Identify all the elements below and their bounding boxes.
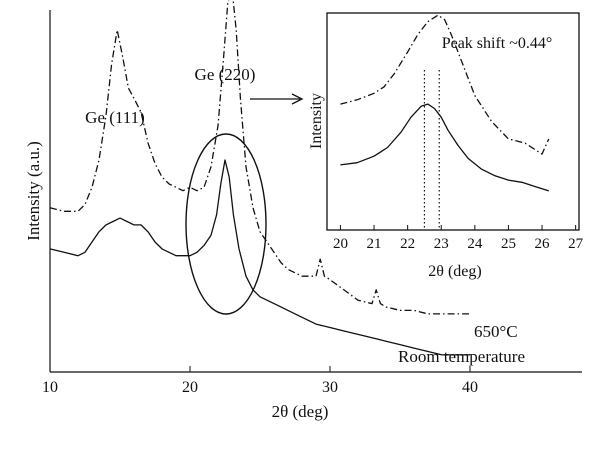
inset-series-line-room-temperature xyxy=(340,103,549,192)
main-y-axis-label: Intensity (a.u.) xyxy=(24,141,43,241)
x-tick-label: 23 xyxy=(434,236,449,252)
main-x-axis-label: 2θ (deg) xyxy=(272,402,329,421)
annotation-ge-220: Ge (220) xyxy=(195,65,256,84)
inset-x-axis-label: 2θ (deg) xyxy=(428,263,481,280)
x-tick-label: 24 xyxy=(467,236,483,252)
callout-arrow xyxy=(250,93,304,105)
legend-label-650C: 650°C xyxy=(474,322,518,341)
x-tick-label: 22 xyxy=(400,236,415,252)
main-x-ticks: 10 20 30 40 xyxy=(42,366,478,396)
series-line-room-temperature xyxy=(49,159,470,356)
x-tick-label: 20 xyxy=(182,379,198,396)
inset-peak-markers xyxy=(423,70,440,230)
inset-title: Peak shift ~0.44° xyxy=(442,35,553,52)
annotation-ge-111: Ge (111) xyxy=(85,108,145,127)
main-plot: 10 20 30 40 2θ (deg) Intensity (a.u.) Ge (1… xyxy=(24,0,582,421)
x-tick-label: 27 xyxy=(568,236,584,252)
x-tick-label: 21 xyxy=(367,236,382,252)
x-tick-label: 40 xyxy=(462,379,478,396)
inset-series-line-650C xyxy=(340,14,550,155)
x-tick-label: 10 xyxy=(42,379,58,396)
x-tick-label: 30 xyxy=(322,379,338,396)
highlight-ellipse xyxy=(185,133,267,315)
series-line-650C xyxy=(49,0,470,315)
x-tick-label: 26 xyxy=(535,236,551,252)
inset-x-ticks: 20 21 22 23 24 25 26 27 xyxy=(333,225,584,252)
legend-label-room-temperature: Room temperature xyxy=(398,347,525,366)
inset-frame xyxy=(326,12,580,231)
inset-y-axis-label: Intensity xyxy=(308,93,325,149)
x-tick-label: 25 xyxy=(501,236,516,252)
x-tick-label: 20 xyxy=(333,236,348,252)
inset-plot: 20 21 22 23 24 25 26 27 Peak shift ~0.44° Inten… xyxy=(308,12,584,280)
